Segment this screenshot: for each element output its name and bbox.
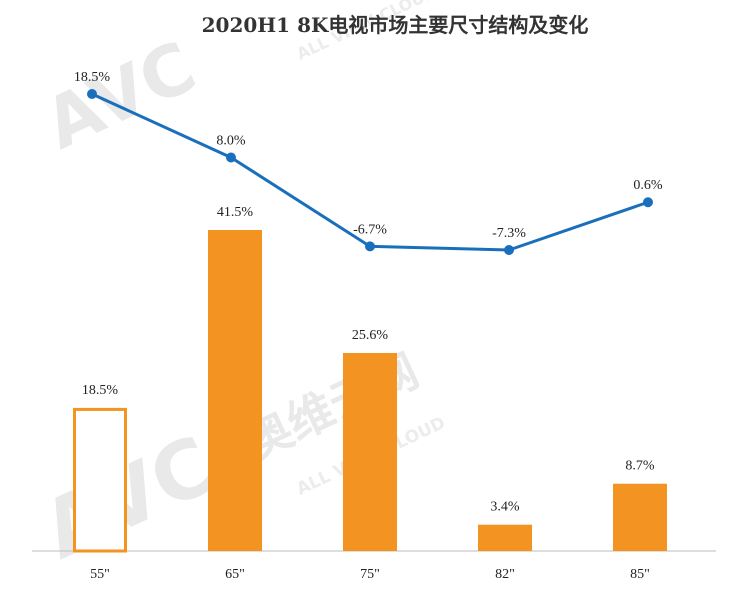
line-series (87, 89, 653, 255)
x-tick-2: 75" (360, 567, 380, 582)
bar-label-0: 18.5% (82, 383, 119, 398)
bar-2 (343, 352, 397, 551)
bar-4 (613, 483, 667, 551)
line-point-1 (226, 152, 236, 163)
bar-label-4: 8.7% (625, 459, 655, 474)
line-point-0 (87, 89, 97, 99)
x-axis-ticks: 55" 65" 75" 82" 85" (90, 567, 650, 582)
bar-label-3: 3.4% (490, 500, 520, 515)
bar-labels: 18.5% 41.5% 25.6% 3.4% 8.7% (82, 205, 655, 515)
x-tick-4: 85" (630, 567, 650, 582)
bar-0 (73, 407, 127, 553)
x-tick-1: 65" (225, 567, 245, 582)
watermark-logo-top: AVC (33, 26, 208, 166)
bar-label-1: 41.5% (217, 205, 254, 220)
line-label-0: 18.5% (74, 70, 111, 85)
line-label-4: 0.6% (633, 178, 663, 193)
watermark-logo-bottom: AVC (29, 418, 229, 577)
line-label-1: 8.0% (216, 133, 246, 148)
line-labels: 18.5% 8.0% -6.7% -7.3% 0.6% (74, 70, 663, 241)
bar-label-2: 25.6% (352, 328, 389, 343)
line-label-2: -6.7% (353, 222, 387, 237)
line-point-3 (504, 245, 514, 255)
bar-3 (478, 524, 532, 551)
bar-1 (208, 230, 262, 551)
line-point-2 (365, 241, 375, 252)
x-tick-3: 82" (495, 567, 515, 582)
x-tick-0: 55" (90, 567, 110, 582)
chart-title: 2020H1 8K电视市场主要尺寸结构及变化 (202, 13, 589, 37)
line-point-4 (643, 197, 653, 208)
bar-series (73, 230, 667, 553)
line-label-3: -7.3% (492, 226, 526, 241)
